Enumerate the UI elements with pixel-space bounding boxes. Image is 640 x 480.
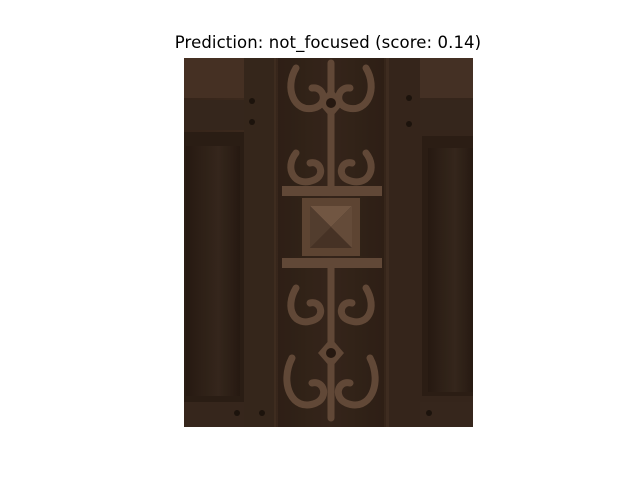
carved-strip xyxy=(276,58,386,427)
right-panel xyxy=(389,58,473,427)
left-panel xyxy=(184,58,274,427)
figure-title: Prediction: not_focused (score: 0.14) xyxy=(174,33,482,52)
door-photo xyxy=(184,58,473,427)
